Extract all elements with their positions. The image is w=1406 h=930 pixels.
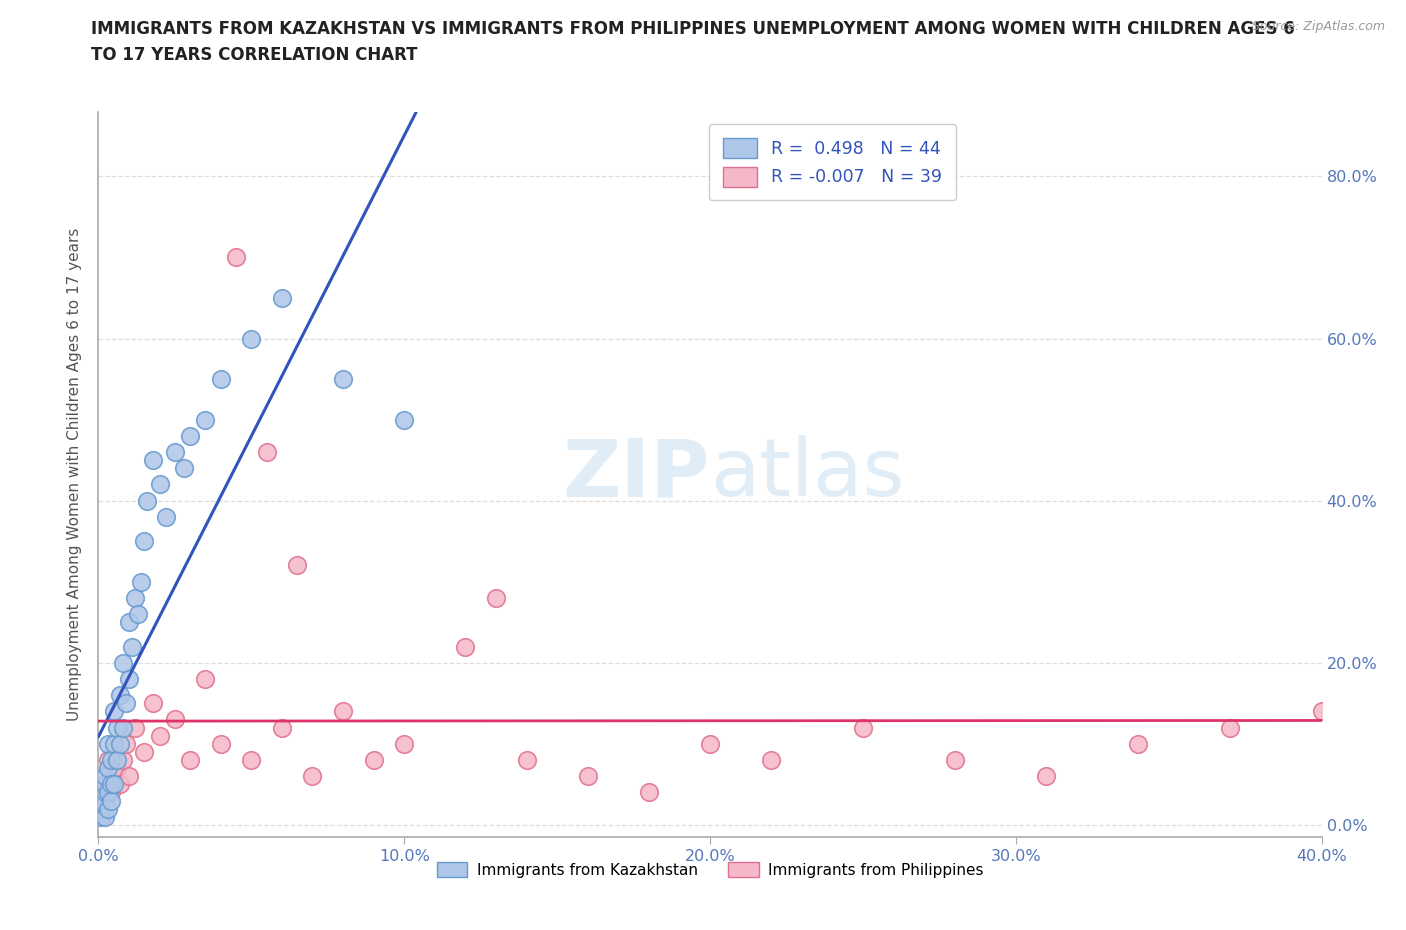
Point	[115, 696, 138, 711]
Text: ZIP: ZIP	[562, 435, 710, 513]
Point	[363, 752, 385, 767]
Y-axis label: Unemployment Among Women with Children Ages 6 to 17 years: Unemployment Among Women with Children A…	[66, 228, 82, 721]
Point	[209, 737, 232, 751]
Point	[149, 477, 172, 492]
Point	[1035, 769, 1057, 784]
Point	[111, 656, 134, 671]
Point	[240, 752, 263, 767]
Point	[454, 639, 477, 654]
Point	[134, 534, 156, 549]
Point	[194, 412, 217, 427]
Point	[93, 777, 115, 791]
Point	[194, 671, 217, 686]
Point	[121, 639, 143, 654]
Point	[93, 785, 115, 800]
Point	[108, 777, 131, 791]
Legend: Immigrants from Kazakhstan, Immigrants from Philippines: Immigrants from Kazakhstan, Immigrants f…	[430, 856, 990, 884]
Point	[103, 769, 125, 784]
Point	[270, 720, 292, 735]
Point	[115, 737, 138, 751]
Point	[155, 510, 177, 525]
Point	[256, 445, 278, 459]
Point	[179, 429, 201, 444]
Point	[301, 769, 323, 784]
Point	[270, 290, 292, 305]
Point	[699, 737, 721, 751]
Point	[149, 728, 172, 743]
Point	[103, 737, 125, 751]
Point	[637, 785, 661, 800]
Point	[943, 752, 966, 767]
Point	[105, 752, 128, 767]
Point	[129, 574, 152, 589]
Point	[93, 769, 115, 784]
Point	[163, 712, 186, 727]
Point	[136, 493, 159, 508]
Point	[97, 801, 120, 816]
Point	[332, 372, 354, 387]
Point	[97, 737, 120, 751]
Point	[124, 720, 146, 735]
Point	[118, 615, 141, 630]
Point	[100, 785, 122, 800]
Point	[93, 777, 115, 791]
Text: Source: ZipAtlas.com: Source: ZipAtlas.com	[1251, 20, 1385, 33]
Point	[100, 793, 122, 808]
Point	[759, 752, 782, 767]
Point	[100, 777, 122, 791]
Point	[97, 752, 120, 767]
Point	[127, 606, 149, 621]
Point	[100, 752, 122, 767]
Point	[124, 591, 146, 605]
Point	[163, 445, 186, 459]
Point	[93, 809, 115, 824]
Text: atlas: atlas	[710, 435, 904, 513]
Point	[285, 558, 308, 573]
Point	[1128, 737, 1150, 751]
Point	[576, 769, 599, 784]
Point	[90, 793, 112, 808]
Point	[97, 761, 120, 776]
Point	[392, 737, 416, 751]
Point	[1219, 720, 1241, 735]
Point	[97, 785, 120, 800]
Point	[108, 737, 131, 751]
Point	[516, 752, 538, 767]
Text: TO 17 YEARS CORRELATION CHART: TO 17 YEARS CORRELATION CHART	[91, 46, 418, 64]
Point	[852, 720, 875, 735]
Point	[103, 777, 125, 791]
Point	[105, 761, 128, 776]
Point	[142, 696, 165, 711]
Point	[173, 460, 195, 475]
Point	[108, 687, 131, 702]
Point	[392, 412, 416, 427]
Point	[134, 744, 156, 759]
Point	[118, 671, 141, 686]
Point	[142, 453, 165, 468]
Point	[90, 809, 112, 824]
Point	[1310, 704, 1333, 719]
Point	[90, 801, 112, 816]
Text: IMMIGRANTS FROM KAZAKHSTAN VS IMMIGRANTS FROM PHILIPPINES UNEMPLOYMENT AMONG WOM: IMMIGRANTS FROM KAZAKHSTAN VS IMMIGRANTS…	[91, 20, 1295, 38]
Point	[240, 331, 263, 346]
Point	[118, 769, 141, 784]
Point	[179, 752, 201, 767]
Point	[103, 704, 125, 719]
Point	[485, 591, 508, 605]
Point	[105, 720, 128, 735]
Point	[111, 720, 134, 735]
Point	[332, 704, 354, 719]
Point	[225, 250, 247, 265]
Point	[111, 752, 134, 767]
Point	[209, 372, 232, 387]
